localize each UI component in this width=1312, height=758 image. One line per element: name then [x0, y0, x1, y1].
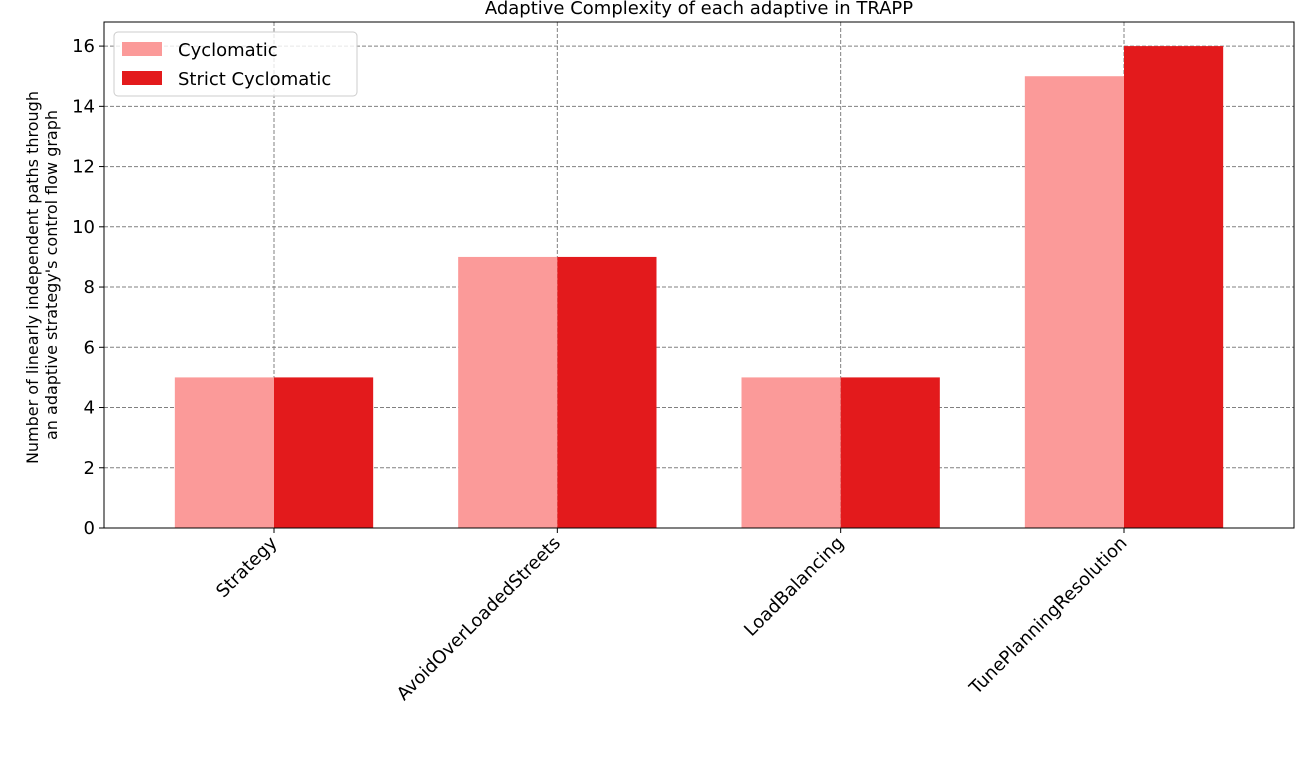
x-tick-label: AvoidOverLoadedStreets	[393, 533, 565, 705]
bar-strict-cyclomatic	[840, 377, 940, 528]
x-tick-label: TunePlanningResolution	[965, 533, 1132, 700]
y-tick-label: 2	[84, 458, 95, 479]
y-tick-label: 8	[84, 277, 95, 298]
y-tick-label: 4	[84, 398, 95, 419]
legend-swatch	[122, 71, 162, 85]
y-tick-label: 12	[72, 157, 95, 178]
x-tick-label: Strategy	[212, 532, 282, 602]
y-axis-label-line-2: an adaptive strategy's control flow grap…	[42, 110, 61, 440]
y-tick-label: 10	[72, 217, 95, 238]
y-tick-label: 16	[72, 36, 95, 57]
legend-label: Strict Cyclomatic	[178, 69, 331, 90]
bar-strict-cyclomatic	[1124, 46, 1224, 528]
legend: Cyclomatic Strict Cyclomatic	[113, 31, 358, 97]
bar-cyclomatic	[741, 377, 841, 528]
x-tick-label: LoadBalancing	[740, 533, 848, 641]
y-tick-label: 0	[84, 518, 95, 539]
bar-strict-cyclomatic	[557, 256, 657, 528]
y-tick-label: 6	[84, 337, 95, 358]
legend-box	[113, 31, 358, 97]
y-axis-label: Number of linearly independent paths thr…	[23, 86, 61, 464]
bars	[174, 46, 1224, 528]
bar-strict-cyclomatic	[274, 377, 374, 528]
chart-title: Adaptive Complexity of each adaptive in …	[485, 0, 913, 19]
axes	[99, 21, 1295, 533]
bar-cyclomatic	[174, 377, 274, 528]
legend-swatch	[122, 42, 162, 56]
legend-label: Cyclomatic	[178, 40, 278, 61]
bar-cyclomatic	[1024, 76, 1124, 528]
bar-cyclomatic	[458, 256, 558, 528]
x-tick-labels: Strategy AvoidOverLoadedStreets LoadBalanc…	[212, 532, 1131, 704]
plot-frame	[103, 21, 1295, 529]
y-axis-label-line-1: Number of linearly independent paths thr…	[23, 91, 42, 464]
y-tick-labels: 0 2 4 6 8 10 12 14 16	[72, 36, 95, 539]
y-tick-label: 14	[72, 96, 95, 117]
